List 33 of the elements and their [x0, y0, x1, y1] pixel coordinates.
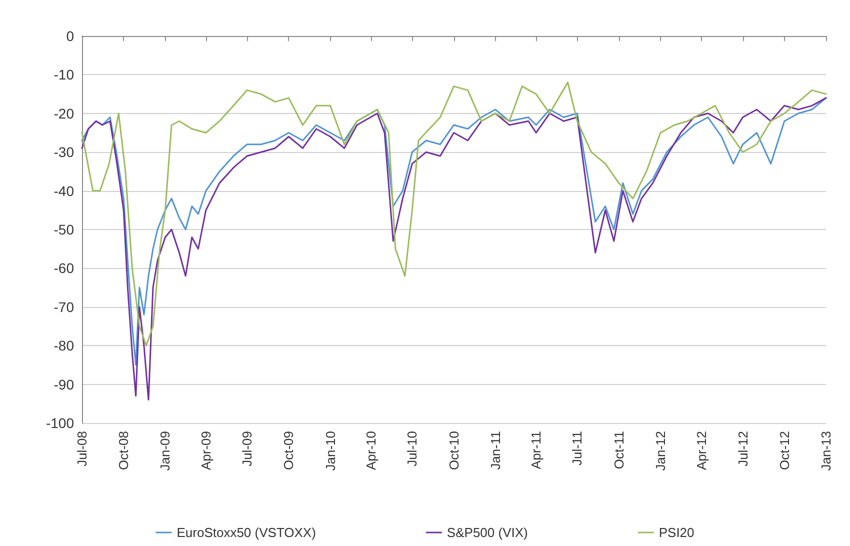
y-tick-label: 0: [66, 28, 74, 44]
x-tick-label: Apr-12: [694, 431, 710, 470]
x-tick-label: Jul-08: [74, 431, 90, 466]
x-tick-label: Apr-09: [198, 431, 214, 470]
x-tick-label: Oct-08: [116, 431, 132, 470]
x-tick-label: Jul-09: [240, 431, 255, 466]
y-tick-label: -60: [54, 260, 74, 276]
x-tick-label: Jan-11: [488, 431, 503, 470]
x-tick-label: Oct-11: [611, 431, 626, 470]
y-tick-label: -20: [54, 105, 74, 122]
y-tick-label: -100: [46, 415, 74, 431]
x-tick-label: Oct-12: [776, 431, 792, 470]
x-tick-label: Jan-12: [652, 431, 668, 471]
legend-label: EuroStoxx50 (VSTOXX): [176, 525, 316, 540]
y-tick-label: -30: [54, 144, 74, 160]
x-tick-label: Jan-10: [322, 431, 338, 471]
x-tick-label: Jan-09: [158, 431, 173, 471]
y-tick-label: -80: [54, 338, 74, 354]
y-tick-label: -70: [54, 298, 74, 315]
y-tick-label: -90: [54, 376, 74, 392]
x-tick-label: Apr-11: [528, 431, 544, 470]
legend-label: S&P500 (VIX): [446, 525, 528, 540]
x-tick-label: Jul-11: [570, 431, 585, 466]
x-tick-label: Jul-12: [735, 431, 750, 466]
x-tick-label: Apr-10: [364, 431, 379, 470]
x-tick-label: Jul-10: [404, 431, 420, 466]
x-tick-label: Oct-09: [281, 431, 296, 470]
y-tick-label: -10: [54, 66, 74, 83]
y-tick-label: -50: [54, 222, 74, 238]
legend-label: PSI20: [658, 525, 694, 540]
x-tick-label: Oct-10: [446, 431, 462, 470]
x-tick-label: Jan-13: [818, 431, 834, 471]
y-tick-label: -40: [54, 182, 74, 199]
